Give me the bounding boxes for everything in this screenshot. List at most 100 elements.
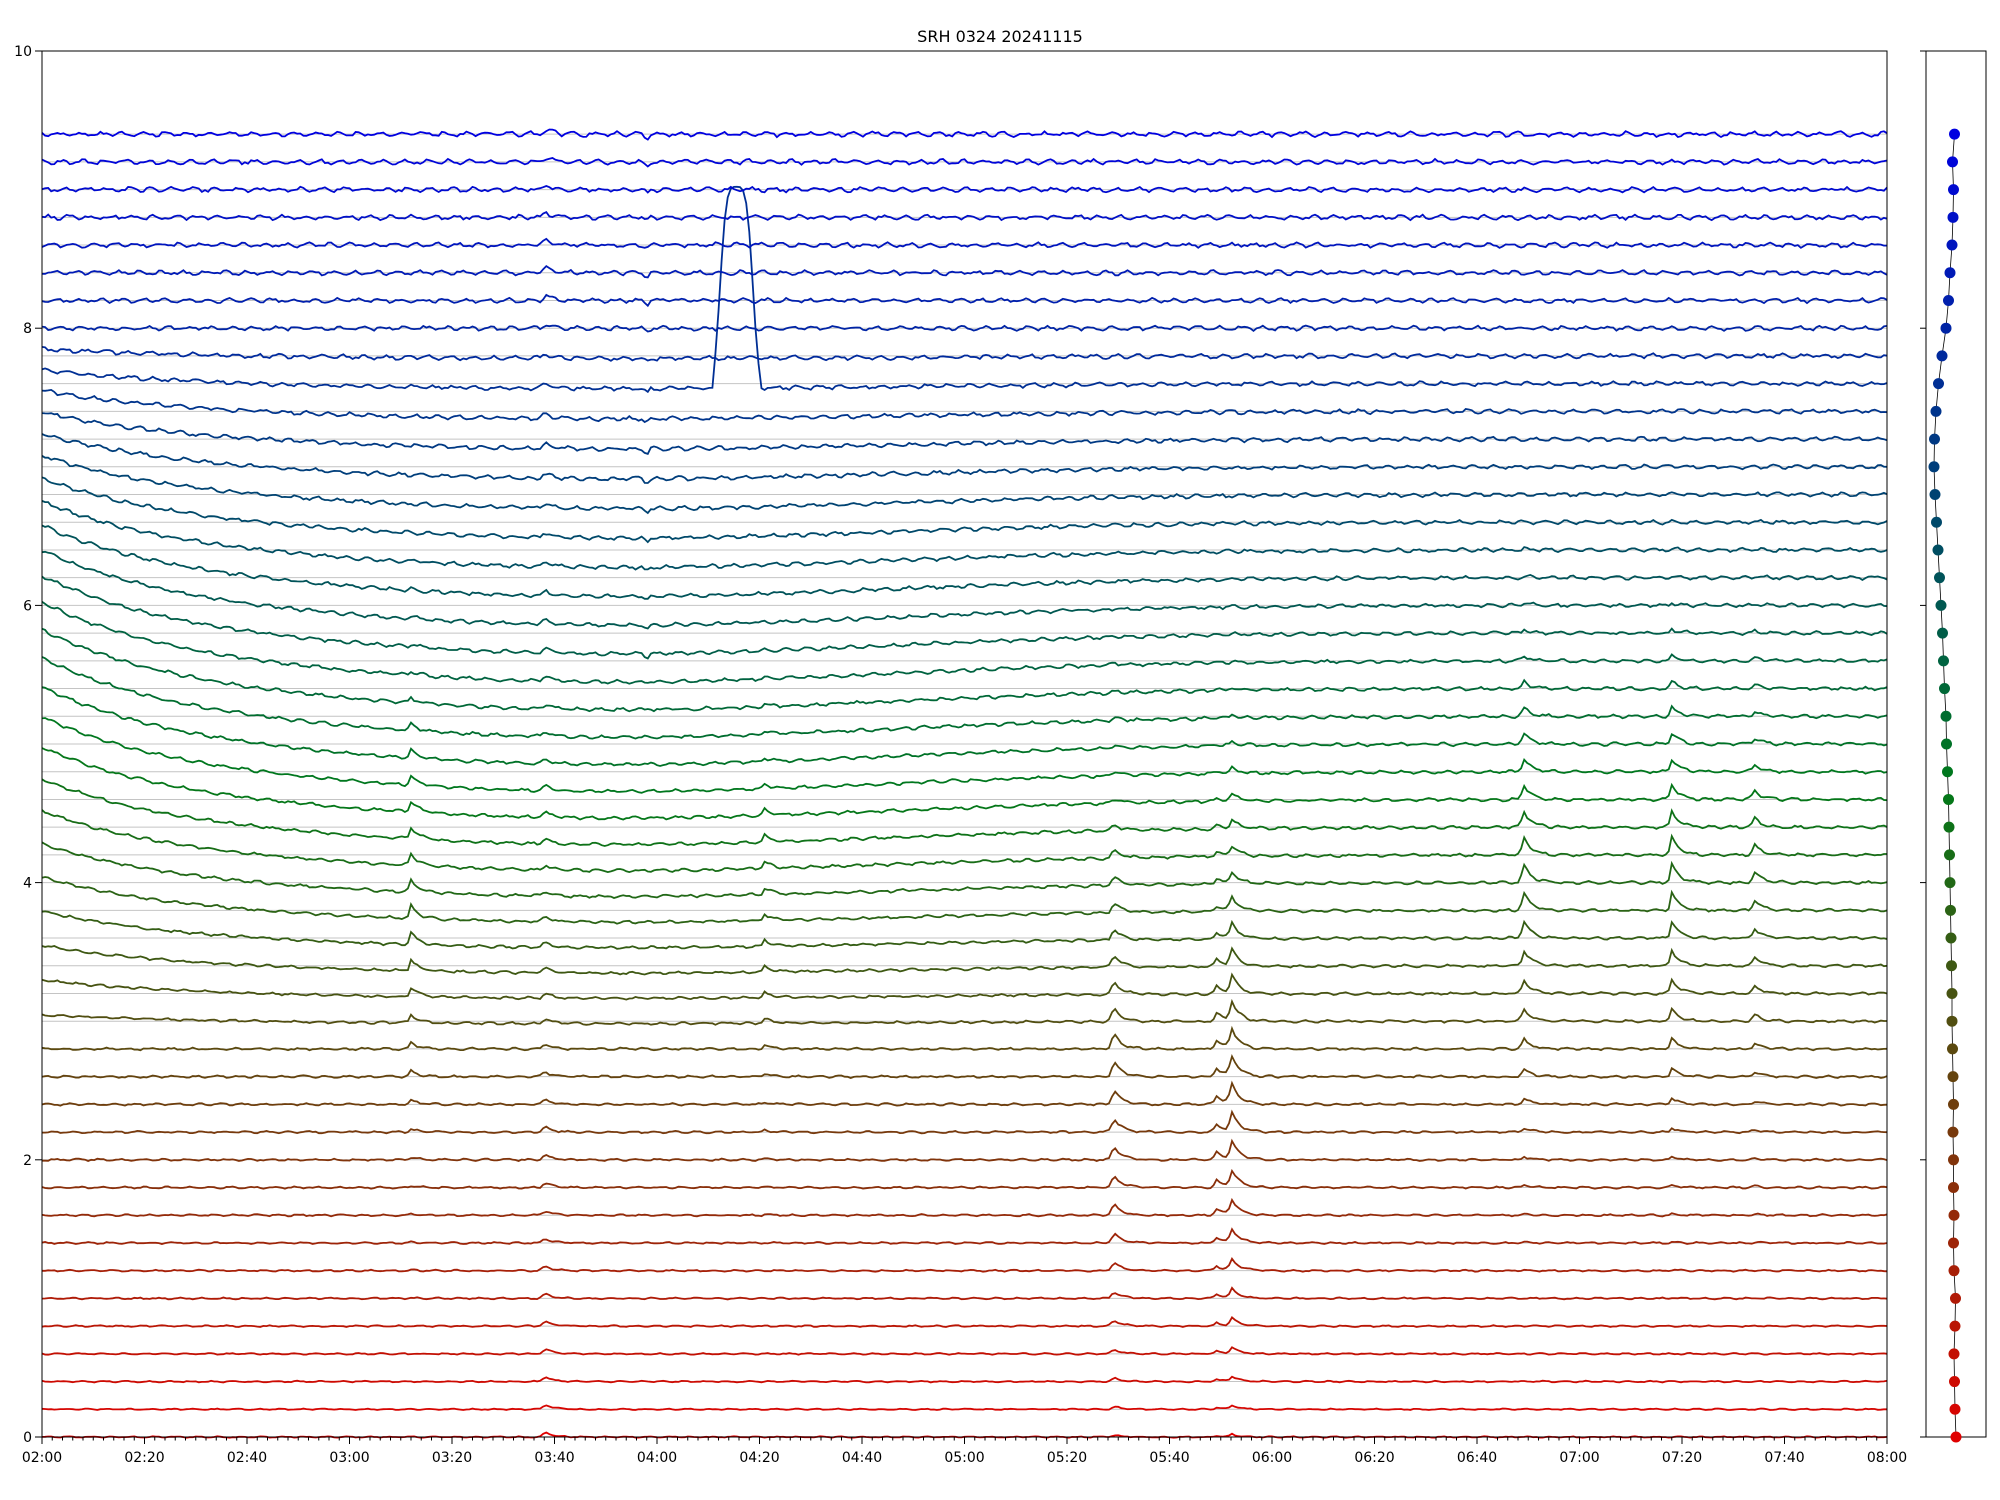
channel-trace (41, 972, 1888, 1001)
channel-trace (41, 500, 1888, 571)
side-panel-points (1928, 128, 1962, 1443)
side-panel-point (1948, 1265, 1960, 1277)
y-tick-label: 4 (23, 876, 32, 892)
side-panel-point (1945, 932, 1957, 944)
side-panel-point (1932, 544, 1944, 556)
x-tick-label: 06:00 (1252, 1450, 1292, 1466)
channel-trace (41, 550, 1888, 630)
side-panel-point (1938, 655, 1949, 667)
x-tick-label: 07:00 (1559, 1450, 1599, 1466)
side-panel-point (1946, 987, 1958, 999)
channel-trace (41, 455, 1888, 515)
channel-trace (41, 747, 1888, 821)
side-panel-point (1947, 1043, 1958, 1055)
side-panel-point (1949, 128, 1960, 140)
side-panel-point (1949, 1403, 1961, 1415)
side-panel-point (1944, 267, 1956, 279)
x-tick-label: 04:20 (739, 1450, 779, 1466)
channel-trace (41, 1227, 1888, 1245)
side-panel-point (1935, 599, 1947, 611)
channel-trace (41, 575, 1888, 660)
x-tick-label: 05:00 (944, 1450, 984, 1466)
side-panel-ticks (1920, 50, 1926, 1438)
x-tick-label: 03:00 (329, 1450, 369, 1466)
side-panel-point (1947, 1126, 1959, 1138)
channel-trace (41, 945, 1888, 976)
channel-trace (41, 686, 1888, 767)
side-panel-point (1948, 1209, 1960, 1221)
side-panel-point (1929, 489, 1941, 501)
side-panel-point (1943, 294, 1954, 306)
x-tick-label: 04:00 (637, 1450, 677, 1466)
side-panel-point (1941, 738, 1952, 750)
channel-trace (41, 185, 1888, 394)
channel-trace (41, 157, 1888, 168)
x-tick-label: 06:20 (1354, 1450, 1394, 1466)
channel-trace (41, 1197, 1888, 1218)
side-panel-point (1947, 1071, 1959, 1083)
side-panel-point (1928, 461, 1940, 473)
side-panel-point (1948, 1154, 1959, 1166)
channel-trace (41, 1346, 1888, 1356)
x-tick-label: 07:40 (1764, 1450, 1804, 1466)
x-tick-label: 05:20 (1047, 1450, 1087, 1466)
side-panel-point (1948, 1348, 1960, 1360)
side-panel-point (1946, 239, 1958, 251)
channel-trace (41, 778, 1888, 847)
side-panel-point (1940, 710, 1952, 722)
channel-trace (41, 876, 1888, 925)
channel-trace (41, 237, 1887, 249)
channel-trace (41, 1168, 1888, 1190)
side-panel-point (1939, 683, 1950, 695)
side-panel-point (1930, 405, 1942, 417)
side-panel-point (1948, 1237, 1959, 1249)
channel-trace (42, 1109, 1888, 1135)
side-panel-point (1944, 849, 1955, 861)
channel-trace (42, 264, 1888, 279)
side-panel-point (1943, 821, 1955, 833)
channel-trace (41, 809, 1887, 874)
channel-trace (41, 656, 1888, 740)
side-panel-point (1933, 378, 1944, 390)
channel-trace (41, 1025, 1888, 1052)
channel-trace (41, 627, 1888, 713)
channel-traces (41, 128, 1888, 1439)
x-tick-label: 03:20 (432, 1450, 472, 1466)
channel-trace (41, 910, 1888, 950)
side-panel-point (1937, 627, 1948, 639)
side-panel-point (1940, 322, 1952, 334)
side-panel-point (1942, 766, 1953, 778)
channel-trace (41, 346, 1888, 362)
chart-title: SRH 0324 20241115 (917, 27, 1083, 46)
side-panel-point (1947, 156, 1958, 168)
channel-trace (41, 1404, 1887, 1411)
channel-trace (41, 412, 1888, 455)
channel-trace (41, 1375, 1888, 1384)
x-tick-label: 02:20 (124, 1450, 164, 1466)
channel-trace (41, 1286, 1888, 1301)
channel-trace (41, 293, 1888, 308)
x-tick-label: 07:20 (1662, 1450, 1702, 1466)
side-panel-point (1943, 793, 1954, 805)
side-panel-point (1944, 877, 1956, 889)
x-tick-label: 02:00 (22, 1450, 62, 1466)
side-panel-point (1950, 1431, 1962, 1443)
channel-trace (41, 1053, 1888, 1079)
channel-trace (41, 476, 1888, 544)
channel-trace (41, 210, 1888, 222)
side-panel-point (1947, 211, 1959, 223)
x-tick-label: 06:40 (1457, 1450, 1497, 1466)
side-panel-point (1945, 904, 1956, 916)
side-panel-point (1949, 1320, 1961, 1332)
x-tick-label: 08:00 (1867, 1450, 1907, 1466)
channel-trace (41, 433, 1888, 484)
channel-trace (42, 1257, 1888, 1273)
x-axis: 02:00 02:20 02:40 03:00 03:20 03:40 04:00 04:20… (22, 1437, 1907, 1466)
side-panel-point (1934, 572, 1945, 584)
side-panel-point (1931, 516, 1942, 528)
channel-trace (42, 1138, 1888, 1162)
y-axis: 0 2 4 6 8 10 (14, 44, 42, 1446)
side-panel-point (1948, 1098, 1959, 1110)
